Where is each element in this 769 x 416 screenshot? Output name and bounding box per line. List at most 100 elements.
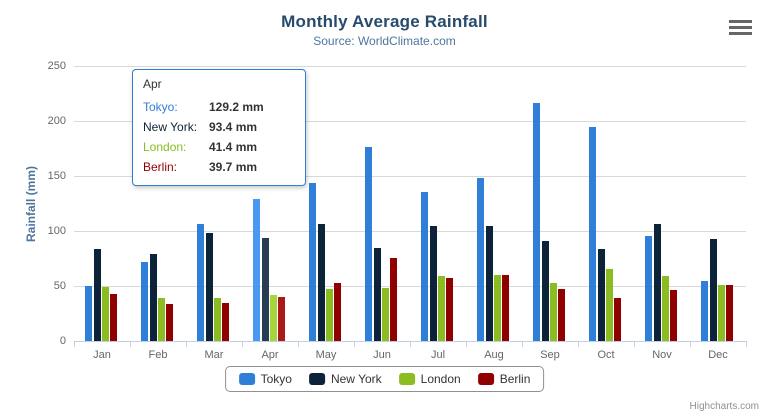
chart-title: Monthly Average Rainfall xyxy=(281,12,488,31)
bar-berlin-oct[interactable] xyxy=(614,297,622,341)
bar-london-feb[interactable] xyxy=(158,298,165,341)
legend-item-berlin[interactable]: Berlin xyxy=(477,372,531,386)
bar-london-apr[interactable] xyxy=(270,295,277,341)
legend-label: Berlin xyxy=(499,372,531,386)
y-tick-label-150: 150 xyxy=(47,170,66,182)
bar-tokyo-apr[interactable] xyxy=(253,198,261,341)
bar-new-york-feb[interactable] xyxy=(149,254,157,341)
bar-new-york-apr[interactable] xyxy=(261,238,269,341)
x-axis-tick xyxy=(298,342,299,347)
bar-new-york-dec[interactable] xyxy=(709,239,717,341)
x-axis-tick xyxy=(522,342,523,347)
tooltip-row-london-: London: 41.4 mm xyxy=(143,137,295,157)
x-axis-tick xyxy=(466,342,467,347)
x-axis-tick xyxy=(746,342,747,347)
bar-london-jul[interactable] xyxy=(438,276,445,341)
bar-london-sep[interactable] xyxy=(550,283,557,341)
bar-berlin-jun[interactable] xyxy=(390,257,398,341)
bar-tokyo-aug[interactable] xyxy=(477,177,485,341)
bar-new-york-jul[interactable] xyxy=(429,225,437,341)
legend-label: London xyxy=(420,372,461,386)
bar-berlin-sep[interactable] xyxy=(558,288,566,341)
bar-new-york-oct[interactable] xyxy=(597,249,605,341)
bar-tokyo-sep[interactable] xyxy=(533,102,541,341)
tooltip-row-tokyo-: Tokyo: 129.2 mm xyxy=(143,97,295,117)
x-axis-label-mar: Mar xyxy=(204,349,224,361)
gridline xyxy=(74,231,746,232)
tooltip-series-label: London: xyxy=(143,140,187,154)
tooltip-row-new-york-: New York: 93.4 mm xyxy=(143,117,295,137)
x-axis-tick xyxy=(690,342,691,347)
bar-london-jun[interactable] xyxy=(382,287,389,341)
bar-tokyo-may[interactable] xyxy=(309,182,317,341)
x-axis-label-nov: Nov xyxy=(652,349,672,361)
chart-subtitle: Source: WorldClimate.com xyxy=(313,34,456,48)
bar-new-york-aug[interactable] xyxy=(485,226,493,341)
bar-berlin-feb[interactable] xyxy=(166,304,174,341)
bar-berlin-jan[interactable] xyxy=(110,294,118,341)
x-axis-label-may: May xyxy=(315,349,337,361)
bar-new-york-jan[interactable] xyxy=(93,249,101,341)
bar-tokyo-jul[interactable] xyxy=(421,191,429,341)
legend-label: Tokyo xyxy=(260,372,292,386)
tooltip-series-label: Tokyo: xyxy=(143,100,178,114)
bar-berlin-may[interactable] xyxy=(334,283,342,341)
tooltip-category: Apr xyxy=(143,77,162,91)
y-tick-label-200: 200 xyxy=(47,115,66,127)
tooltip: Apr Tokyo: 129.2 mm New York: 93.4 mm London… xyxy=(132,69,306,186)
x-axis-label-jul: Jul xyxy=(430,349,446,361)
bar-new-york-jun[interactable] xyxy=(373,248,381,341)
legend: Tokyo New York London Berlin xyxy=(224,366,545,392)
bar-new-york-mar[interactable] xyxy=(205,232,213,341)
tooltip-series-label: Berlin: xyxy=(143,160,178,174)
bar-berlin-dec[interactable] xyxy=(726,284,734,341)
y-tick-label-250: 250 xyxy=(47,60,66,72)
tooltip-series-value: 93.4 mm xyxy=(209,120,258,134)
x-axis-label-feb: Feb xyxy=(148,349,168,361)
bar-tokyo-jan[interactable] xyxy=(85,286,93,341)
x-axis-tick xyxy=(578,342,579,347)
bar-new-york-may[interactable] xyxy=(317,224,325,341)
bar-london-dec[interactable] xyxy=(718,284,725,341)
bar-berlin-mar[interactable] xyxy=(222,303,230,341)
bar-new-york-sep[interactable] xyxy=(541,240,549,341)
bar-berlin-nov[interactable] xyxy=(670,289,678,341)
bar-london-mar[interactable] xyxy=(214,297,221,341)
tooltip-series-value: 39.7 mm xyxy=(209,160,258,174)
bar-berlin-apr[interactable] xyxy=(278,297,286,341)
tooltip-series-value: 129.2 mm xyxy=(209,100,264,114)
x-axis-line xyxy=(74,341,747,342)
bar-new-york-nov[interactable] xyxy=(653,223,661,341)
bar-tokyo-dec[interactable] xyxy=(701,281,709,341)
highcharts-credits-link[interactable]: Highcharts.com xyxy=(689,401,759,412)
bar-london-may[interactable] xyxy=(326,289,333,341)
bar-london-aug[interactable] xyxy=(494,275,501,341)
bar-tokyo-nov[interactable] xyxy=(645,235,653,341)
bar-tokyo-oct[interactable] xyxy=(589,127,597,341)
x-axis-tick xyxy=(186,342,187,347)
bar-london-nov[interactable] xyxy=(662,275,669,341)
x-axis-label-dec: Dec xyxy=(708,349,728,361)
legend-item-tokyo[interactable]: Tokyo xyxy=(238,372,292,386)
legend-symbol-new-york xyxy=(308,373,325,385)
tooltip-rows: Tokyo: 129.2 mm New York: 93.4 mm London: 41.… xyxy=(143,97,295,177)
tooltip-series-label: New York: xyxy=(143,120,198,134)
hamburger-icon[interactable] xyxy=(729,20,752,35)
x-axis-tick xyxy=(74,342,75,347)
x-axis-label-jun: Jun xyxy=(373,349,391,361)
y-tick-label-50: 50 xyxy=(53,280,66,292)
bar-berlin-aug[interactable] xyxy=(502,274,510,341)
bar-tokyo-mar[interactable] xyxy=(197,223,205,341)
bar-tokyo-jun[interactable] xyxy=(365,147,373,341)
legend-item-new-york[interactable]: New York xyxy=(308,372,382,386)
bar-london-jan[interactable] xyxy=(102,287,109,341)
bar-berlin-jul[interactable] xyxy=(446,277,454,341)
bar-london-oct[interactable] xyxy=(606,269,613,341)
bar-tokyo-feb[interactable] xyxy=(141,262,149,341)
hamburger-bar xyxy=(729,20,752,23)
legend-item-london[interactable]: London xyxy=(398,372,461,386)
x-axis-label-jan: Jan xyxy=(93,349,111,361)
x-axis-label-apr: Apr xyxy=(261,349,279,361)
x-axis-label-oct: Oct xyxy=(597,349,615,361)
